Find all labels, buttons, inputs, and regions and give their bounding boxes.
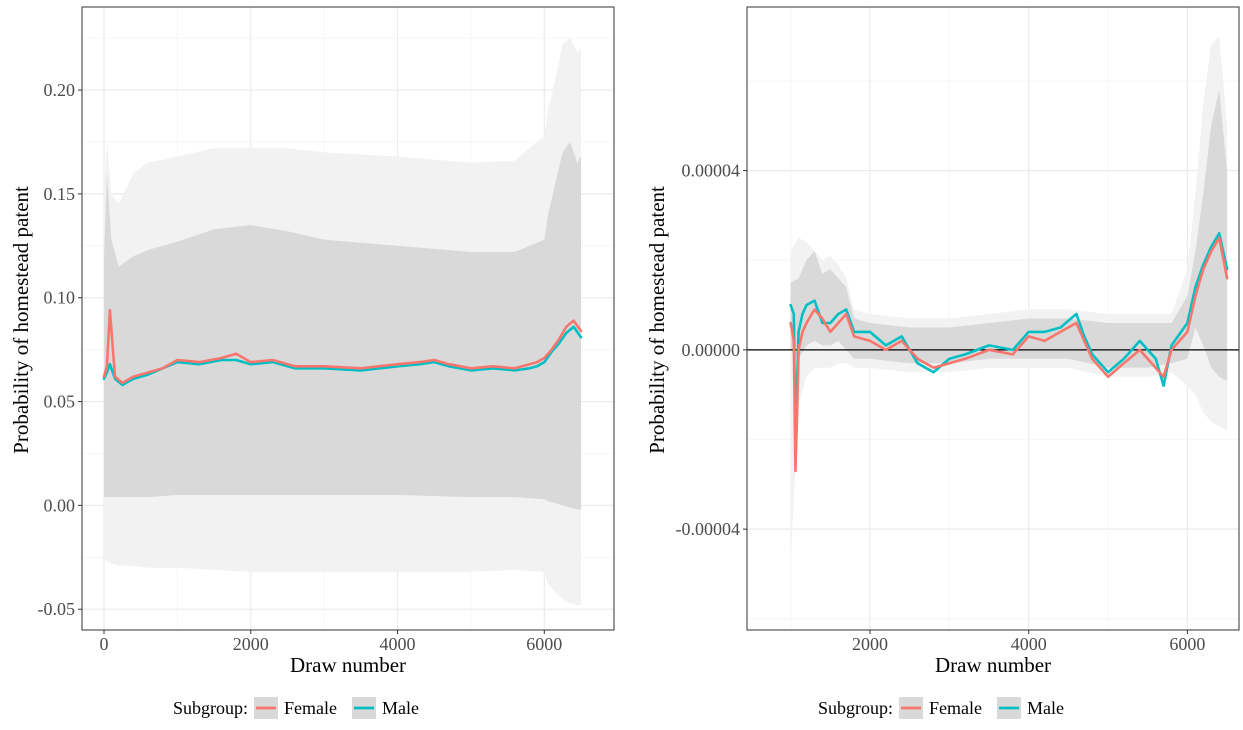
y-tick-label: 0.00004 xyxy=(682,161,741,181)
y-tick-label: 0.20 xyxy=(44,80,76,100)
plot-area xyxy=(82,7,614,630)
x-tick-label: 4000 xyxy=(1011,634,1047,654)
y-tick-label: 0.00 xyxy=(44,495,76,515)
x-axis-label: Draw number xyxy=(935,653,1051,677)
y-tick-label: -0.05 xyxy=(38,599,76,619)
legend: Subgroup: Female Male xyxy=(173,697,419,719)
band-inner xyxy=(104,142,581,510)
x-tick-label: 6000 xyxy=(1169,634,1205,654)
legend-label-female: Female xyxy=(284,698,337,718)
band-inner xyxy=(790,89,1228,382)
legend: Subgroup: Female Male xyxy=(818,697,1064,719)
x-tick-label: 4000 xyxy=(380,634,416,654)
legend-title: Subgroup: xyxy=(173,698,248,718)
y-axis-label: Probability of homestead patent xyxy=(9,186,33,454)
panel-1: 0 2000 4000 6000 -0.05 0.00 0.05 0.10 0.15 0.20 Dr… xyxy=(9,6,615,719)
plot-area xyxy=(747,7,1239,630)
panel-border xyxy=(81,6,615,631)
legend-label-male: Male xyxy=(1027,698,1064,718)
series-line-female xyxy=(789,236,1229,473)
y-tick-label: 0.10 xyxy=(44,288,76,308)
y-tick-label: -0.00004 xyxy=(676,519,741,539)
y-tick-label: 0.05 xyxy=(44,392,76,412)
legend-title: Subgroup: xyxy=(818,698,893,718)
panel-2: 2000 4000 6000 -0.00004 0.00000 0.00004 Draw n… xyxy=(645,6,1240,719)
series-line-male xyxy=(102,325,583,387)
x-axis-label: Draw number xyxy=(290,653,406,677)
x-tick-label: 2000 xyxy=(233,634,269,654)
band-outer xyxy=(790,36,1228,566)
y-tick-label: 0.15 xyxy=(44,184,76,204)
panel-border xyxy=(746,6,1240,631)
y-tick-label: 0.00000 xyxy=(682,340,741,360)
y-axis-label: Probability of homestead patent xyxy=(645,186,669,454)
x-tick-label: 0 xyxy=(100,634,109,654)
legend-label-male: Male xyxy=(382,698,419,718)
x-tick-label: 2000 xyxy=(852,634,888,654)
legend-label-female: Female xyxy=(929,698,982,718)
series-line-female xyxy=(102,308,583,385)
x-tick-label: 6000 xyxy=(526,634,562,654)
